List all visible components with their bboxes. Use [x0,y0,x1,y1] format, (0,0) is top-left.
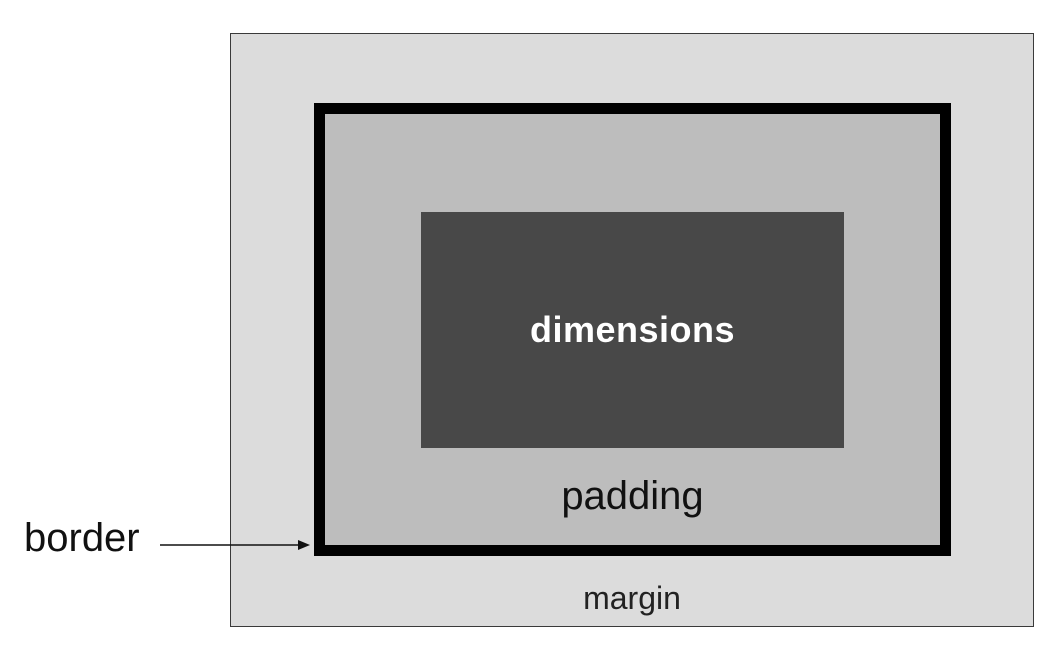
content-label: dimensions [529,309,736,350]
content-box: dimensions [421,212,844,448]
border-pointer-arrow-icon [160,540,310,550]
padding-label: padding [561,474,704,518]
margin-label: margin [583,580,681,616]
border-label: border [24,516,140,560]
